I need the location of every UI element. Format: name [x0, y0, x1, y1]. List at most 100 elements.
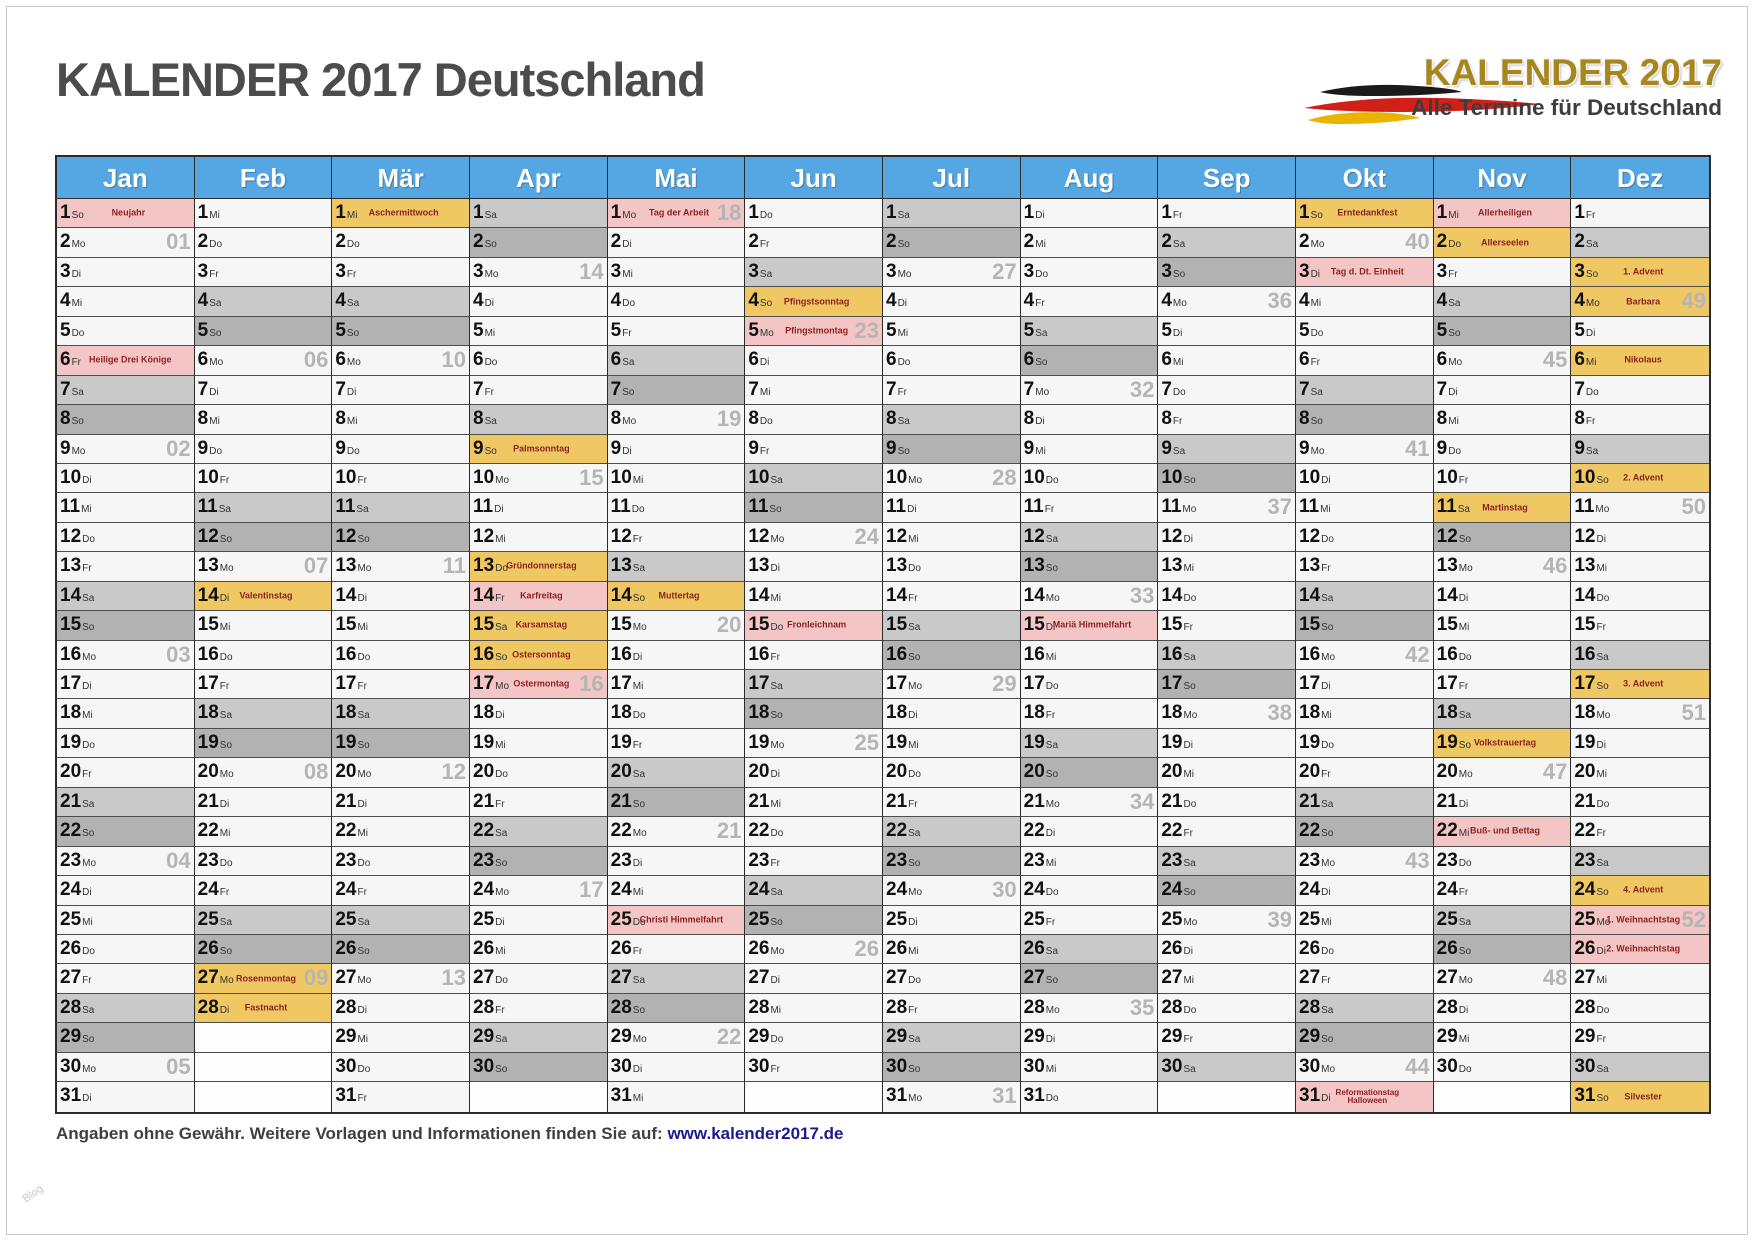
week-number: 40: [1405, 229, 1430, 255]
day-cell: 29 Fr: [1158, 1023, 1295, 1053]
day-number: 1: [1436, 202, 1448, 223]
weekday-label: Mo: [82, 857, 97, 869]
day-number: 4: [1161, 290, 1172, 312]
day-cell: 14 Sa: [1296, 581, 1433, 612]
weekday-label: Sa: [1045, 533, 1059, 545]
weekday-label: Mo: [632, 622, 647, 634]
weekday-label: So: [897, 445, 910, 457]
day-cell: 17 Fr: [332, 670, 469, 700]
weekday-label: Do: [759, 416, 773, 428]
day-number: 12: [1023, 525, 1045, 547]
weekday-label: Fr: [1310, 357, 1321, 369]
weekday-label: Mo: [1035, 386, 1050, 398]
day-cell: 5 So: [194, 316, 332, 347]
weekday-label: Do: [1045, 887, 1059, 899]
month-header: Okt: [1296, 157, 1433, 199]
day-number: 23: [1161, 849, 1183, 871]
weekday-label: Mi: [908, 533, 919, 545]
day-number: 26: [1574, 937, 1596, 959]
day-cell: 7 Di: [1433, 375, 1571, 406]
day-cell: 10 Do: [1020, 463, 1158, 494]
day-cell: 24 Mo 17: [470, 876, 607, 906]
day-number: 9: [473, 437, 484, 459]
weekday-label: Fr: [357, 681, 367, 692]
day-number: 29: [1436, 1026, 1458, 1048]
weekday-label: Do: [1035, 268, 1049, 280]
day-number: 8: [335, 408, 346, 430]
day-number: 21: [60, 790, 82, 812]
day-number: 20: [610, 761, 632, 783]
weekday-label: Fr: [622, 327, 632, 339]
day-number: 9: [335, 437, 346, 459]
day-number: 21: [748, 790, 770, 812]
day-cell: 13 Di: [745, 552, 882, 582]
day-number: 9: [1023, 437, 1035, 459]
weekday-label: Di: [622, 239, 632, 251]
day-number: 5: [335, 319, 346, 341]
week-number: 37: [1267, 494, 1292, 520]
weekday-label: Mi: [357, 828, 369, 840]
weekday-label: Mi: [219, 828, 231, 840]
day-cell: 16 Sa: [1158, 640, 1295, 670]
day-number: 21: [1299, 790, 1321, 812]
day-number: 11: [473, 496, 494, 518]
day-cell: 10 Sa: [745, 463, 882, 494]
weekday-label: Mo: [770, 533, 785, 545]
day-number: 10: [748, 466, 770, 488]
day-cell: 13 Mi: [1158, 552, 1295, 582]
day-number: 22: [610, 820, 632, 842]
day-number: 13: [748, 555, 770, 577]
weekday-label: So: [908, 857, 921, 869]
weekday-label: Fr: [770, 857, 780, 869]
day-cell: 28 Do: [1571, 993, 1709, 1024]
day-number: 16: [610, 643, 632, 665]
day-number: 30: [1161, 1055, 1183, 1077]
weekday-label: Mo: [1595, 504, 1610, 516]
empty-cell: [1433, 1082, 1571, 1112]
day-cell: 2 So: [470, 228, 607, 258]
day-number: 12: [1436, 525, 1458, 547]
week-number: 24: [854, 523, 879, 549]
weekday-label: Mo: [759, 327, 774, 339]
weekday-label: Di: [1321, 681, 1331, 692]
day-number: 5: [610, 319, 622, 341]
weekday-label: Sa: [82, 1004, 95, 1016]
day-cell: 24 Sa: [745, 876, 882, 906]
day-number: 15: [1299, 614, 1321, 636]
weekday-label: Do: [759, 210, 773, 221]
week-number: 14: [579, 258, 604, 284]
weekday-label: Mi: [632, 474, 644, 486]
holiday-label: Pfingstsonntag: [783, 296, 850, 307]
weekday-label: Mi: [219, 622, 231, 634]
weekday-label: Do: [1458, 857, 1472, 869]
day-number: 17: [1161, 673, 1183, 694]
weekday-label: Sa: [1585, 239, 1599, 251]
day-cell: 8 Di: [1020, 405, 1158, 435]
day-number: 3: [748, 260, 759, 282]
weekday-label: Fr: [1458, 681, 1469, 692]
day-number: 5: [748, 319, 759, 341]
day-cell: 8 Sa: [470, 405, 607, 435]
day-cell: 15 Mi: [332, 611, 469, 641]
week-number: 13: [441, 965, 466, 991]
day-number: 28: [1299, 996, 1321, 1018]
weekday-label: Mi: [908, 945, 919, 957]
week-number: 07: [303, 553, 329, 579]
day-number: 10: [1436, 466, 1458, 488]
day-number: 18: [1436, 702, 1458, 724]
weekday-label: So: [346, 327, 360, 339]
day-cell: 29 Sa: [470, 1023, 607, 1053]
holiday-label: 2. Advent: [1623, 472, 1664, 483]
day-number: 13: [886, 555, 908, 577]
weekday-label: Fr: [1172, 210, 1183, 221]
weekday-label: Mo: [1585, 298, 1600, 310]
footer-link[interactable]: www.kalender2017.de: [667, 1124, 844, 1143]
day-number: 5: [197, 319, 209, 341]
day-number: 15: [473, 614, 495, 636]
day-cell: 19 Di: [1571, 728, 1709, 759]
day-cell: 12 So: [194, 522, 332, 553]
day-cell: 5 Fr: [607, 316, 745, 347]
weekday-label: Fr: [1585, 416, 1596, 428]
day-cell: 15 Fr: [1158, 611, 1295, 641]
weekday-label: Di: [632, 651, 643, 663]
